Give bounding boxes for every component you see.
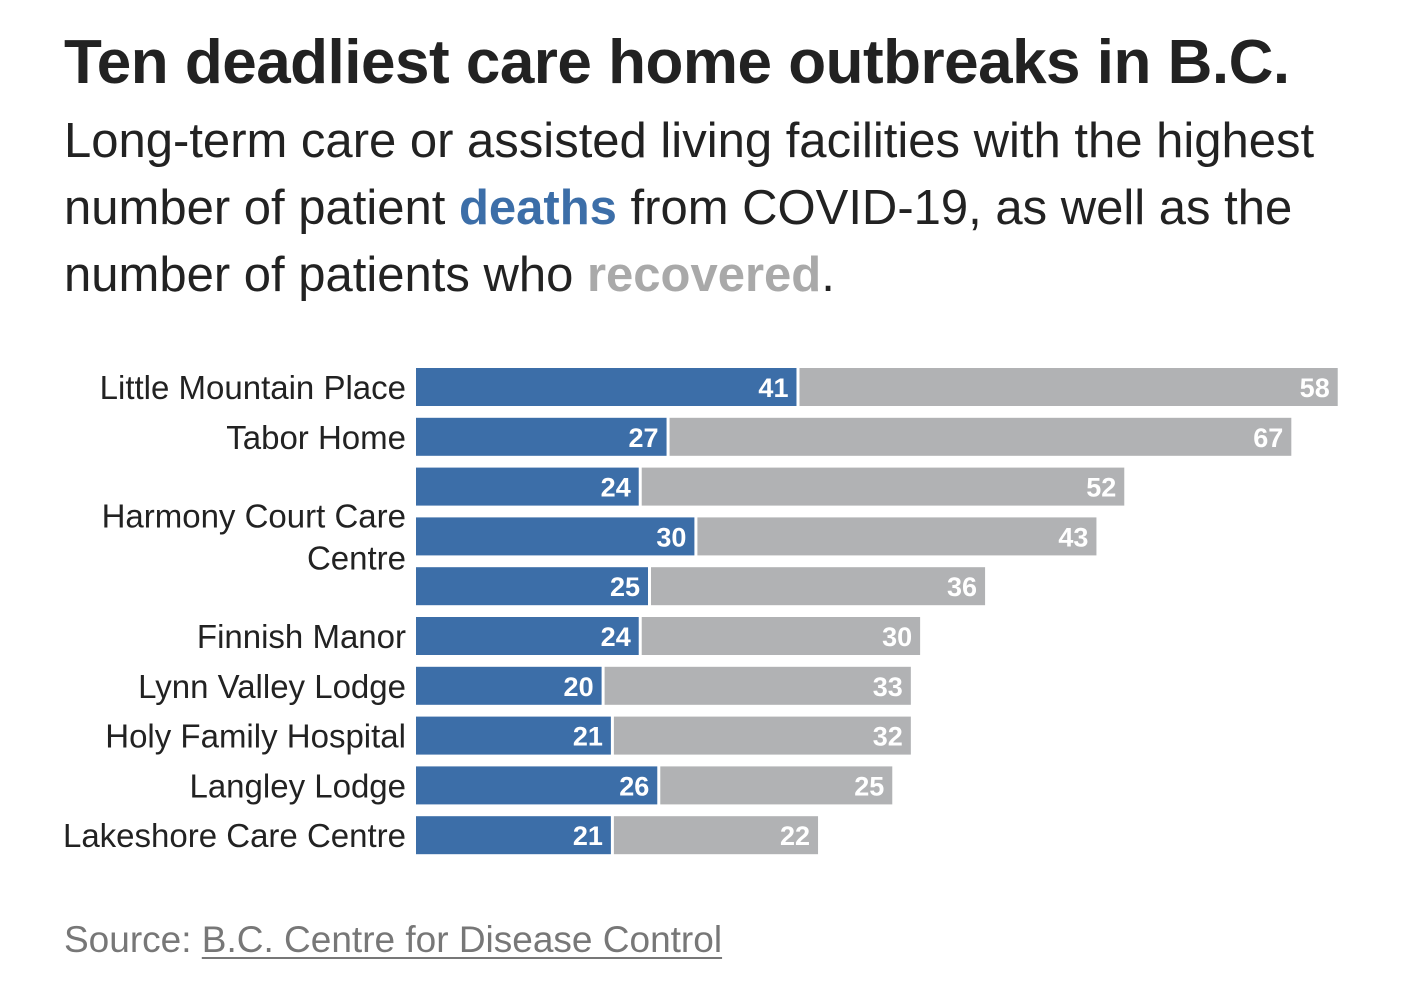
deaths-bar	[416, 417, 667, 456]
deaths-bar	[416, 517, 695, 556]
deaths-bar	[416, 666, 602, 705]
subtitle-text-part-3: .	[821, 248, 835, 302]
recovered-value-label: 33	[873, 672, 903, 702]
deaths-value-label: 30	[656, 522, 686, 552]
deaths-value-label: 26	[619, 771, 649, 801]
group-category-label: Harmony Court Care Centre	[102, 497, 406, 576]
recovered-bar	[641, 467, 1125, 506]
deaths-value-label: 25	[610, 572, 640, 602]
deaths-value-label: 27	[629, 423, 659, 453]
subtitle-text-part-2: from COVID-19, as well as the number of …	[64, 181, 1293, 302]
category-label: Lakeshore Care Centre	[63, 817, 406, 854]
recovered-bar	[604, 666, 911, 705]
deaths-bar	[416, 617, 639, 655]
recovered-bar	[697, 517, 1097, 556]
recovered-value-label: 43	[1058, 522, 1088, 552]
recovered-bar	[669, 417, 1292, 456]
deaths-value-label: 41	[758, 373, 788, 403]
recovered-value-label: 36	[947, 572, 977, 602]
category-label: Little Mountain Place	[100, 369, 406, 406]
category-label: Lynn Valley Lodge	[138, 668, 406, 705]
recovered-value-label: 30	[882, 622, 912, 652]
recovered-bar	[641, 617, 921, 655]
deaths-bar	[416, 816, 611, 855]
recovered-bar	[660, 766, 893, 805]
category-label: Tabor Home	[226, 419, 406, 456]
recovered-value-label: 58	[1300, 373, 1330, 403]
recovered-bar	[613, 816, 819, 855]
chart-title: Ten deadliest care home outbreaks in B.C…	[64, 28, 1290, 97]
chart-subtitle: Long-term care or assisted living facili…	[64, 108, 1384, 309]
deaths-value-label: 20	[564, 672, 594, 702]
recovered-value-label: 32	[873, 722, 903, 752]
recovered-value-label: 22	[780, 821, 810, 851]
recovered-value-label: 52	[1086, 473, 1116, 503]
category-label: Holy Family Hospital	[105, 718, 406, 755]
deaths-bar	[416, 716, 611, 755]
deaths-value-label: 24	[601, 473, 631, 503]
deaths-bar	[416, 567, 648, 606]
recovered-bar	[651, 567, 986, 606]
source-prefix: Source:	[64, 919, 202, 960]
deaths-bar	[416, 467, 639, 506]
recovered-value-label: 67	[1253, 423, 1283, 453]
recovered-bar	[799, 368, 1338, 406]
deaths-bar	[416, 766, 658, 805]
recovered-keyword: recovered	[586, 248, 822, 302]
deaths-value-label: 21	[573, 821, 603, 851]
category-label: Langley Lodge	[189, 767, 406, 804]
source-link[interactable]: B.C. Centre for Disease Control	[201, 919, 723, 960]
recovered-value-label: 25	[854, 771, 884, 801]
deaths-bar	[416, 368, 797, 406]
deaths-value-label: 21	[573, 722, 603, 752]
category-label: Finnish Manor	[197, 618, 406, 655]
deaths-keyword: deaths	[458, 181, 617, 235]
deaths-value-label: 24	[601, 622, 631, 652]
subtitle-text-part-1: Long-term care or assisted living facili…	[64, 114, 1315, 235]
source-line: Source: B.C. Centre for Disease Control	[64, 914, 722, 966]
recovered-bar	[613, 716, 911, 755]
